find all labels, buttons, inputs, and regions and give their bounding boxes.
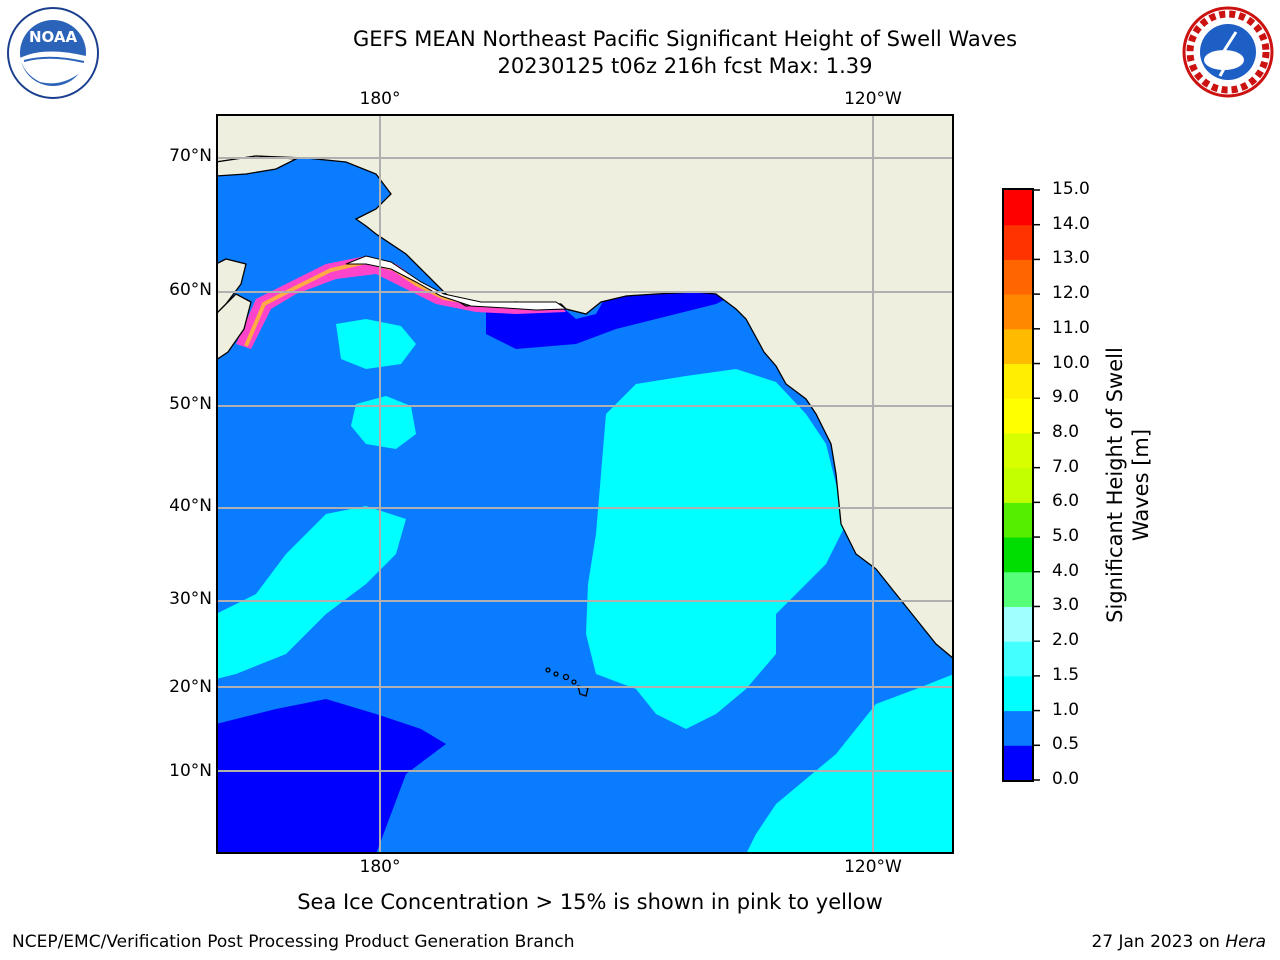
lat-label: 30°N bbox=[169, 589, 212, 609]
colorbar-segment bbox=[1004, 432, 1032, 469]
sea-ice-note: Sea Ice Concentration > 15% is shown in … bbox=[297, 890, 883, 914]
colorbar bbox=[1002, 188, 1040, 782]
colorbar-tick-label: 9.0 bbox=[1052, 387, 1080, 408]
high-swell-area-north bbox=[336, 319, 416, 369]
colorbar-tick-label: 6.0 bbox=[1052, 491, 1080, 512]
colorbar-segment bbox=[1004, 571, 1032, 607]
branch-credit: NCEP/EMC/Verification Post Processing Pr… bbox=[12, 932, 575, 952]
noaa-logo-text: NOAA bbox=[29, 28, 78, 46]
land-siberia bbox=[216, 155, 299, 177]
colorbar-tick-label: 1.5 bbox=[1052, 664, 1080, 685]
colorbar-segment bbox=[1004, 294, 1032, 330]
low-swell-area-southwest bbox=[216, 699, 446, 854]
colorbar-segment bbox=[1004, 745, 1032, 781]
bering-sea-ice-white bbox=[345, 255, 568, 311]
colorbar-tick-label: 11.0 bbox=[1052, 317, 1090, 338]
colorbar-segment bbox=[1004, 537, 1032, 573]
colorbar-segment bbox=[1004, 675, 1032, 712]
colorbar-tick-label: 10.0 bbox=[1052, 352, 1090, 373]
run-date-text: 27 Jan 2023 on bbox=[1091, 932, 1226, 952]
colorbar-tick-label: 15.0 bbox=[1052, 179, 1090, 199]
colorbar-tick-label: 0.0 bbox=[1052, 769, 1080, 789]
map-frame bbox=[216, 114, 954, 854]
swell-height-map bbox=[216, 114, 954, 854]
colorbar-tick-label: 4.0 bbox=[1052, 560, 1080, 581]
sea-ice-bering bbox=[236, 256, 566, 349]
lat-label: 20°N bbox=[169, 677, 212, 697]
colorbar-segment bbox=[1004, 259, 1032, 295]
colorbar-segment bbox=[1004, 467, 1032, 503]
noaa-logo: NOAA bbox=[7, 7, 99, 99]
colorbar-tick-label: 3.0 bbox=[1052, 595, 1080, 616]
high-swell-area-west bbox=[216, 506, 406, 679]
colorbar-tick-label: 2.0 bbox=[1052, 630, 1080, 651]
land-kamchatka bbox=[216, 293, 252, 361]
high-swell-area-southeast bbox=[746, 674, 954, 854]
lat-label: 60°N bbox=[169, 280, 212, 300]
colorbar-segment bbox=[1004, 190, 1032, 226]
lon-label-bottom: 180° bbox=[359, 857, 401, 877]
run-date: 27 Jan 2023 on Hera bbox=[1091, 932, 1266, 952]
lon-label-top: 120°W bbox=[844, 89, 902, 109]
colorbar-segment bbox=[1004, 363, 1032, 399]
colorbar-segment bbox=[1004, 606, 1032, 642]
colorbar-tick-label: 1.0 bbox=[1052, 699, 1080, 720]
high-swell-area-mid bbox=[351, 396, 416, 449]
colorbar-segment bbox=[1004, 224, 1032, 260]
colorbar-frame bbox=[1002, 188, 1034, 782]
colorbar-segment bbox=[1004, 398, 1032, 434]
colorbar-tick-label: 8.0 bbox=[1052, 421, 1080, 442]
colorbar-segment bbox=[1004, 502, 1032, 538]
high-swell-area-central bbox=[586, 369, 846, 729]
land-chukotka bbox=[216, 258, 247, 315]
colorbar-tick-label: 13.0 bbox=[1052, 248, 1090, 269]
chart-subtitle: 20230125 t06z 216h fcst Max: 1.39 bbox=[497, 54, 873, 78]
lat-label: 40°N bbox=[169, 496, 212, 516]
colorbar-tick-label: 7.0 bbox=[1052, 456, 1080, 477]
nws-logo bbox=[1182, 6, 1274, 98]
lat-label: 70°N bbox=[169, 146, 212, 166]
lat-label: 50°N bbox=[169, 394, 212, 414]
graticule bbox=[216, 114, 954, 854]
colorbar-tick-label: 14.0 bbox=[1052, 213, 1090, 234]
lon-label-bottom: 120°W bbox=[844, 857, 902, 877]
land-alaska-canada bbox=[216, 114, 954, 660]
colorbar-segment bbox=[1004, 641, 1032, 677]
colorbar-title: Significant Height of Swell Waves [m] bbox=[1103, 347, 1153, 623]
colorbar-tick-label: 0.5 bbox=[1052, 734, 1080, 755]
lon-label-top: 180° bbox=[359, 89, 401, 109]
machine-name: Hera bbox=[1225, 932, 1266, 952]
colorbar-segment bbox=[1004, 710, 1032, 746]
colorbar-tick-label: 5.0 bbox=[1052, 526, 1080, 547]
chart-title: GEFS MEAN Northeast Pacific Significant … bbox=[352, 27, 1018, 51]
colorbar-tick-label: 12.0 bbox=[1052, 283, 1090, 304]
lat-label: 10°N bbox=[169, 761, 212, 781]
colorbar-segment bbox=[1004, 328, 1032, 365]
